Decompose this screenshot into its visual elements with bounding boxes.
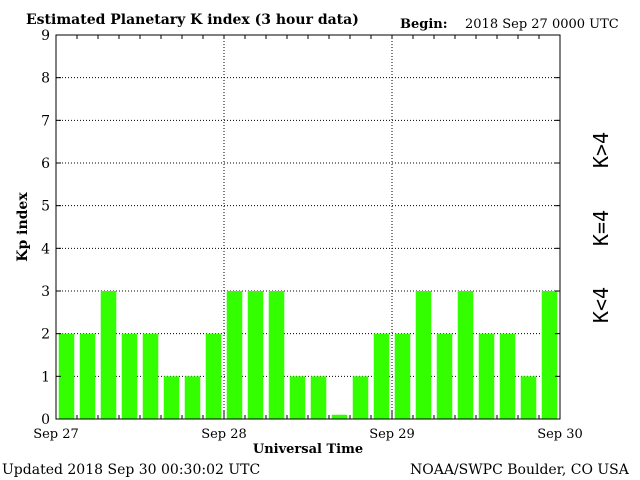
- kp-bar: [352, 376, 369, 419]
- y-tick-label: 7: [41, 113, 50, 129]
- y-tick-label: 0: [41, 412, 50, 428]
- y-tick-label: 8: [41, 71, 50, 87]
- y-tick-label: 1: [41, 369, 50, 385]
- kp-bar: [541, 291, 558, 419]
- kp-bar: [289, 376, 306, 419]
- kp-bar: [478, 333, 495, 419]
- kp-bar: [205, 333, 222, 419]
- x-axis-label: Universal Time: [253, 442, 363, 457]
- kp-bar: [100, 291, 117, 419]
- y-axis-ticks: 0 1 2 3 4 5 6 7 8 9: [41, 28, 560, 428]
- bars: [58, 291, 558, 419]
- x-tick-label: Sep 27: [33, 427, 79, 442]
- kp-bar: [310, 376, 327, 419]
- y-axis-label: Kp index: [15, 192, 31, 262]
- chart-title: Estimated Planetary K index (3 hour data…: [26, 12, 359, 28]
- updated-timestamp: Updated 2018 Sep 30 00:30:02 UTC: [2, 462, 260, 478]
- y-tick-label: 4: [41, 241, 50, 257]
- kp-bar: [373, 333, 390, 419]
- legend-item: K<4: [589, 287, 613, 323]
- kp-bar: [247, 291, 264, 419]
- y-tick-label: 9: [41, 28, 50, 44]
- kp-bar: [457, 291, 474, 419]
- x-tick-label: Sep 30: [537, 427, 583, 442]
- kp-bar: [121, 333, 138, 419]
- kp-bar: [499, 333, 516, 419]
- kp-bar: [415, 291, 432, 419]
- kp-bar: [226, 291, 243, 419]
- begin-label: Begin:: [400, 17, 448, 32]
- y-tick-label: 3: [41, 284, 50, 300]
- y-tick-label: 5: [41, 199, 50, 215]
- legend: K<4 K=4 K>4: [589, 132, 613, 323]
- kp-bar: [436, 333, 453, 419]
- kp-bar: [394, 333, 411, 419]
- y-tick-label: 6: [41, 156, 50, 172]
- kp-bar: [520, 376, 537, 419]
- x-axis-ticks: Sep 27 Sep 28 Sep 29 Sep 30: [33, 35, 583, 442]
- legend-item: K=4: [589, 210, 613, 246]
- x-tick-label: Sep 28: [201, 427, 247, 442]
- kp-bar: [184, 376, 201, 419]
- kp-bar: [163, 376, 180, 419]
- kp-bar: [58, 333, 75, 419]
- kp-bar: [268, 291, 285, 419]
- y-tick-label: 2: [41, 327, 50, 343]
- kp-bar: [331, 414, 348, 419]
- begin-value: 2018 Sep 27 0000 UTC: [465, 17, 619, 32]
- kp-bar: [142, 333, 159, 419]
- source-credit: NOAA/SWPC Boulder, CO USA: [410, 462, 630, 478]
- legend-item: K>4: [589, 132, 613, 168]
- kp-bar: [79, 333, 96, 419]
- x-tick-label: Sep 29: [369, 427, 415, 442]
